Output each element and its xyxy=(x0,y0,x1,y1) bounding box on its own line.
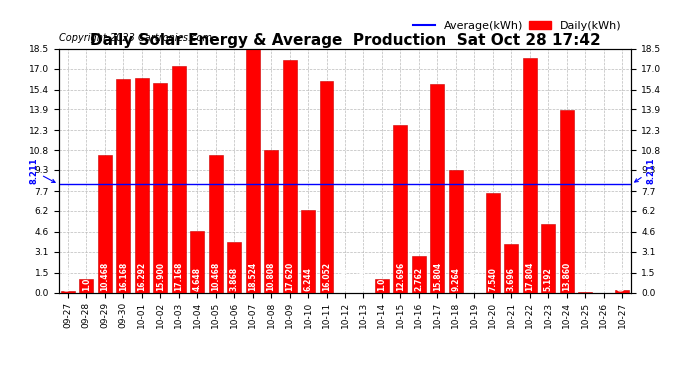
Text: 12.696: 12.696 xyxy=(396,262,405,291)
Bar xyxy=(375,279,389,292)
Text: 15.900: 15.900 xyxy=(156,262,165,291)
Text: 3.868: 3.868 xyxy=(230,267,239,291)
Text: 18.524: 18.524 xyxy=(248,262,257,291)
Text: 13.860: 13.860 xyxy=(562,262,571,291)
Bar xyxy=(61,291,75,292)
Text: 5.192: 5.192 xyxy=(544,268,553,291)
Bar xyxy=(504,244,518,292)
Text: 0.000: 0.000 xyxy=(599,268,608,291)
Bar xyxy=(227,242,241,292)
Bar xyxy=(523,58,537,292)
Text: 0.216: 0.216 xyxy=(618,268,627,291)
Text: 9.264: 9.264 xyxy=(451,268,460,291)
Text: 3.696: 3.696 xyxy=(506,268,515,291)
Text: 1.032: 1.032 xyxy=(377,268,386,291)
Bar xyxy=(209,154,223,292)
Bar xyxy=(560,110,573,292)
Bar xyxy=(172,66,186,292)
Text: 17.804: 17.804 xyxy=(525,262,534,291)
Text: 10.468: 10.468 xyxy=(100,262,109,291)
Text: 0.128: 0.128 xyxy=(63,267,72,291)
Bar xyxy=(393,125,407,292)
Text: 15.804: 15.804 xyxy=(433,262,442,291)
Text: 10.468: 10.468 xyxy=(211,262,220,291)
Text: Copyright 2023 Cartronics.com: Copyright 2023 Cartronics.com xyxy=(59,33,212,43)
Bar xyxy=(117,80,130,292)
Bar xyxy=(135,78,149,292)
Text: 0.000: 0.000 xyxy=(470,268,479,291)
Text: 0.000: 0.000 xyxy=(359,268,368,291)
Bar xyxy=(153,83,167,292)
Bar xyxy=(246,48,259,292)
Legend: Average(kWh), Daily(kWh): Average(kWh), Daily(kWh) xyxy=(408,16,626,35)
Text: 0.044: 0.044 xyxy=(581,268,590,291)
Text: 16.168: 16.168 xyxy=(119,262,128,291)
Text: 16.292: 16.292 xyxy=(137,262,146,291)
Bar xyxy=(283,60,297,292)
Text: 16.052: 16.052 xyxy=(322,262,331,291)
Bar xyxy=(431,84,444,292)
Text: 2.762: 2.762 xyxy=(415,267,424,291)
Bar xyxy=(615,290,629,292)
Bar xyxy=(79,279,93,292)
Text: 4.648: 4.648 xyxy=(193,267,201,291)
Bar xyxy=(319,81,333,292)
Bar xyxy=(486,193,500,292)
Bar xyxy=(449,171,463,292)
Bar xyxy=(98,154,112,292)
Bar xyxy=(190,231,204,292)
Bar xyxy=(541,224,555,292)
Text: 6.244: 6.244 xyxy=(304,268,313,291)
Bar xyxy=(301,210,315,292)
Text: 8.211: 8.211 xyxy=(29,158,55,184)
Text: 7.540: 7.540 xyxy=(489,268,497,291)
Bar xyxy=(264,150,278,292)
Text: 0.000: 0.000 xyxy=(340,268,350,291)
Text: 8.211: 8.211 xyxy=(635,158,656,184)
Text: 17.168: 17.168 xyxy=(175,262,184,291)
Text: 1.052: 1.052 xyxy=(82,268,91,291)
Bar xyxy=(412,256,426,292)
Text: 10.808: 10.808 xyxy=(266,262,275,291)
Title: Daily Solar Energy & Average  Production  Sat Oct 28 17:42: Daily Solar Energy & Average Production … xyxy=(90,33,600,48)
Text: 17.620: 17.620 xyxy=(285,262,294,291)
